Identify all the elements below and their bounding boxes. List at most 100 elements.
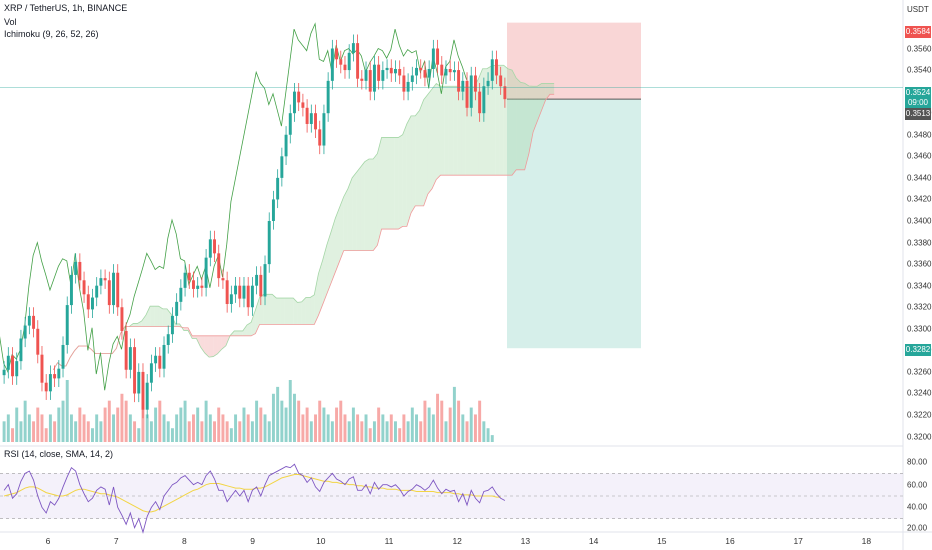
rsi-label: RSI (14, close, SMA, 14, 2) bbox=[4, 449, 114, 459]
time-tick-label: 15 bbox=[657, 536, 667, 546]
candle-body bbox=[368, 70, 372, 92]
volume-bar bbox=[314, 414, 317, 442]
candle-body bbox=[394, 68, 397, 74]
rsi-tick-label: 20.00 bbox=[907, 523, 928, 533]
volume-bar bbox=[389, 414, 393, 442]
candle-body bbox=[170, 315, 174, 335]
candle-body bbox=[385, 67, 389, 71]
volume-bar bbox=[65, 380, 69, 442]
volume-bar bbox=[166, 421, 170, 442]
kumo-segment bbox=[284, 298, 290, 325]
kumo-segment bbox=[482, 68, 487, 176]
candle-body bbox=[187, 272, 191, 281]
candle-body bbox=[175, 301, 179, 316]
kumo-segment bbox=[352, 172, 357, 251]
kumo-segment bbox=[373, 153, 378, 251]
stop-loss-zone bbox=[507, 22, 641, 100]
candle-body bbox=[229, 294, 233, 305]
kumo-segment bbox=[507, 68, 513, 176]
volume-bar bbox=[82, 414, 86, 442]
candle-body bbox=[6, 355, 10, 370]
kumo-segment bbox=[145, 306, 151, 327]
candle-body bbox=[166, 334, 170, 345]
candle-body bbox=[402, 75, 406, 92]
volume-bar bbox=[133, 421, 137, 442]
candle-body bbox=[284, 134, 288, 157]
candle-body bbox=[141, 371, 145, 410]
volume-bar bbox=[255, 400, 259, 442]
volume-bar bbox=[406, 421, 410, 442]
kumo-segment bbox=[385, 137, 391, 230]
kumo-segment bbox=[537, 83, 542, 122]
volume-bar bbox=[246, 414, 250, 442]
candle-body bbox=[389, 67, 393, 74]
kumo-segment bbox=[360, 161, 365, 251]
candle-body bbox=[297, 91, 301, 103]
kumo-segment bbox=[436, 83, 441, 180]
kumo-segment bbox=[183, 327, 189, 331]
kumo-segment bbox=[267, 294, 273, 325]
candle-body bbox=[74, 261, 78, 275]
volume-bar bbox=[44, 428, 48, 442]
volume-bar bbox=[36, 407, 40, 442]
kumo-segment bbox=[381, 137, 386, 230]
kumo-segment bbox=[516, 78, 521, 170]
kumo-segment bbox=[263, 294, 268, 325]
kumo-segment bbox=[524, 83, 529, 170]
kumo-segment bbox=[419, 99, 424, 206]
volume-bar bbox=[377, 407, 381, 442]
rsi-tick-label: 60.00 bbox=[907, 480, 928, 490]
candle-body bbox=[406, 81, 410, 92]
candle-body bbox=[431, 48, 435, 69]
volume-bar bbox=[347, 421, 351, 442]
bar-countdown: 09:00 bbox=[907, 98, 929, 107]
volume-bar bbox=[23, 400, 27, 442]
kumo-segment bbox=[448, 86, 454, 176]
stop-price-tag: 0.3584 bbox=[905, 26, 931, 38]
kumo-segment bbox=[541, 83, 546, 111]
candle-body bbox=[314, 113, 317, 130]
volume-bar bbox=[213, 421, 216, 442]
kumo-segment bbox=[217, 335, 222, 354]
candle-body bbox=[158, 355, 162, 369]
volume-bar bbox=[444, 421, 448, 442]
candle-body bbox=[448, 68, 452, 73]
kumo-segment bbox=[246, 322, 252, 336]
volume-bar bbox=[15, 407, 19, 442]
kumo-segment bbox=[318, 260, 323, 316]
candle-body bbox=[288, 113, 292, 135]
volume-bar bbox=[263, 414, 267, 442]
volume-bar bbox=[423, 400, 427, 442]
kumo-segment bbox=[432, 83, 437, 189]
candle-body bbox=[343, 64, 347, 71]
legend-rsi: RSI (14, close, SMA, 14, 2) bbox=[4, 449, 113, 459]
volume-bar bbox=[452, 386, 456, 442]
volume-bar bbox=[95, 414, 99, 442]
legend-ichimoku: Ichimoku (9, 26, 52, 26) bbox=[4, 29, 99, 39]
rsi-tick-label: 40.00 bbox=[907, 502, 928, 512]
kumo-segment bbox=[322, 244, 327, 305]
volume-bar bbox=[120, 393, 124, 442]
kumo-segment bbox=[415, 110, 420, 206]
price-tick-label: 0.3260 bbox=[907, 367, 932, 377]
kumo-segment bbox=[411, 115, 416, 213]
price-tick-label: 0.3420 bbox=[907, 194, 932, 204]
ichimoku-label: Ichimoku (9, 26, 52, 26) bbox=[4, 29, 99, 39]
candle-body bbox=[124, 330, 128, 370]
kumo-segment bbox=[520, 82, 525, 170]
volume-bar bbox=[318, 400, 322, 442]
current-price: 0.3524 bbox=[905, 88, 931, 97]
candle-body bbox=[82, 280, 86, 295]
volume-bar bbox=[11, 428, 14, 442]
candle-body bbox=[271, 199, 275, 221]
volume-bar bbox=[356, 414, 360, 442]
price-tick-label: 0.3360 bbox=[907, 259, 932, 269]
volume-bar bbox=[78, 407, 82, 442]
candle-body bbox=[246, 285, 250, 308]
price-tick-label: 0.3540 bbox=[907, 65, 932, 75]
rsi-ma-line bbox=[3, 473, 501, 513]
volume-bar bbox=[149, 421, 153, 442]
volume-bar bbox=[124, 400, 128, 442]
volume-bar bbox=[360, 421, 364, 442]
